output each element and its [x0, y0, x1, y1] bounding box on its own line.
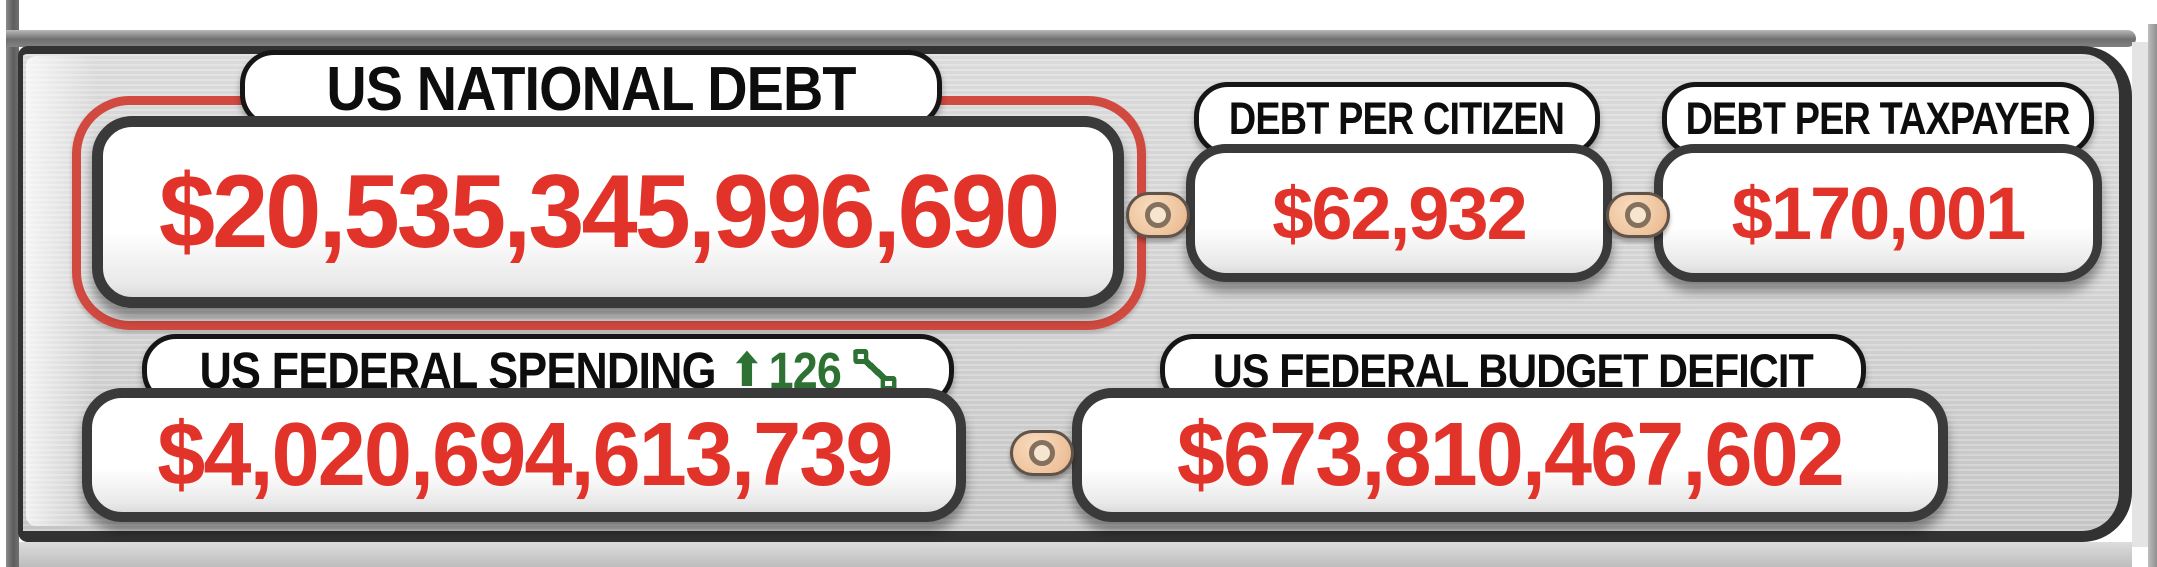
rivet-hole-icon	[1145, 202, 1171, 228]
connector-rivet-icon	[1010, 430, 1074, 476]
percent-icon	[853, 349, 897, 391]
national-debt-value-box: $20,535,345,996,690	[92, 116, 1124, 308]
frame-left-bar	[6, 0, 19, 567]
national-debt-label-tab: US NATIONAL DEBT	[240, 50, 942, 128]
frame-bottom-strip	[19, 542, 2132, 567]
frame-right-gap	[2132, 42, 2148, 547]
rivet-hole-icon	[1029, 440, 1055, 466]
federal-spending-value-box: $4,020,694,613,739	[82, 388, 966, 522]
federal-spending-value: $4,020,694,613,739	[156, 404, 893, 505]
debt-per-citizen-label: DEBT PER CITIZEN	[1229, 93, 1565, 144]
debt-per-taxpayer-label: DEBT PER TAXPAYER	[1685, 93, 2071, 144]
debt-per-citizen-value: $62,932	[1272, 171, 1527, 255]
frame-top-bar	[6, 30, 2136, 47]
budget-deficit-value-box: $673,810,467,602	[1072, 388, 1948, 522]
debt-per-citizen-value-box: $62,932	[1186, 144, 1612, 282]
frame-right-edge	[2148, 24, 2157, 567]
budget-deficit-value: $673,810,467,602	[1177, 404, 1845, 505]
connector-rivet-icon	[1126, 192, 1190, 238]
debt-per-taxpayer-value: $170,001	[1731, 171, 2027, 255]
debt-per-taxpayer-value-box: $170,001	[1654, 144, 2102, 282]
national-debt-value: $20,535,345,996,690	[158, 153, 1060, 270]
connector-rivet-icon	[1606, 192, 1670, 238]
budget-deficit-label: US FEDERAL BUDGET DEFICIT	[1213, 343, 1814, 397]
rivet-hole-icon	[1625, 202, 1651, 228]
national-debt-label: US NATIONAL DEBT	[326, 54, 856, 124]
